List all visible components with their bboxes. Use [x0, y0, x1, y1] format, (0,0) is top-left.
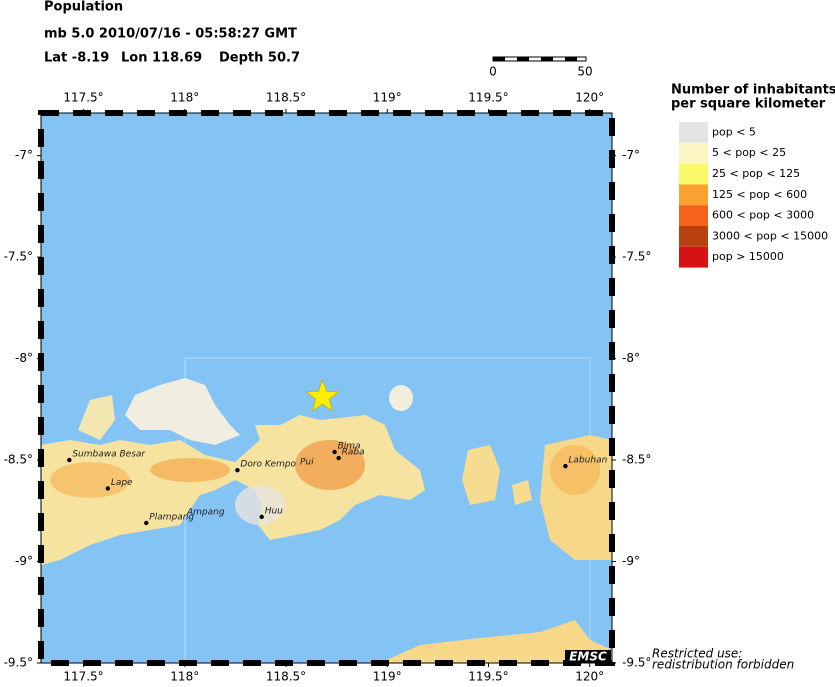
legend-swatch [679, 226, 708, 247]
lon-tick-label: 118.5° [266, 91, 306, 105]
city-label: Doro Kempo [240, 460, 296, 470]
city-dot [259, 514, 264, 520]
scale-bar: 0 50 [489, 56, 593, 79]
city-label: Bima [338, 441, 361, 451]
longitude: Lon 118.69 [121, 51, 202, 66]
city-dot [563, 463, 568, 469]
city-dot [67, 457, 72, 463]
lon-tick-label: 117.5° [63, 670, 103, 684]
lon-tick-label: 119° [373, 670, 402, 684]
legend-label: 5 < pop < 25 [712, 146, 786, 159]
lat-tick-label: -9.5° [622, 656, 651, 670]
city-label: Raba [342, 448, 365, 458]
map-border [40, 112, 613, 664]
epicenter [305, 378, 340, 412]
place-label: Ampang [186, 508, 225, 518]
latitude: Lat -8.19 [44, 51, 109, 66]
lat-tick-label: -8° [15, 351, 33, 365]
lon-tick-label: 120° [575, 91, 604, 105]
sea [41, 113, 612, 663]
lat-tick-label: -7° [622, 148, 640, 162]
lon-tick-label: 118° [170, 670, 199, 684]
event-info: mb 5.0 2010/07/16 - 05:58:27 GMT [44, 27, 297, 42]
city-label: Huu [265, 506, 283, 516]
lat-tick-label: -7° [15, 148, 33, 162]
logo-box [565, 650, 611, 663]
lon-tick-label: 119.5° [468, 670, 508, 684]
scale-label: 50 [577, 65, 592, 79]
lat-tick-label: -7.5° [622, 250, 651, 264]
lon-tick-label: 119° [373, 91, 402, 105]
lon-tick-label: 118° [170, 91, 199, 105]
legend-label: 3000 < pop < 15000 [712, 229, 828, 242]
title: Population [44, 0, 123, 15]
logo: EMSC [569, 650, 607, 664]
legend-swatch [679, 142, 708, 164]
city-dot [144, 520, 149, 526]
legend: pop < 5 5 < pop < 25 25 < pop < 125 125 < p… [679, 122, 828, 268]
place-label: Pui [300, 458, 314, 468]
legend-label: 25 < pop < 125 [712, 167, 800, 180]
city-dot [105, 486, 111, 491]
city-dot [332, 449, 337, 455]
lat-tick-label: -8° [622, 351, 640, 365]
notice: Restricted use: [652, 647, 742, 661]
lon-tick-label: 118.5° [266, 670, 306, 684]
legend-label: 600 < pop < 3000 [712, 209, 814, 222]
city-label: Labuhan [568, 456, 607, 466]
legend-title: Number of inhabitants [671, 83, 835, 98]
legend-swatch [679, 184, 708, 206]
legend-swatch [679, 246, 708, 268]
legend-label: pop < 5 [712, 125, 756, 138]
city-label: Plampang [149, 512, 194, 522]
scale-label: 0 [489, 65, 497, 79]
lat-tick-label: -9° [622, 554, 640, 568]
lon-tick-label: 120° [575, 670, 604, 684]
lat-tick-label: -9.5° [4, 656, 33, 670]
legend-label: pop > 15000 [712, 250, 784, 263]
city-label: Lape [111, 478, 133, 488]
legend-swatch [679, 163, 708, 185]
lat-tick-label: -8.5° [4, 453, 33, 467]
city-label: Sumbawa Besar [72, 450, 146, 460]
lon-tick-label: 117.5° [63, 91, 103, 105]
legend-swatch [679, 122, 708, 143]
lon-tick-label: 119.5° [468, 91, 508, 105]
lat-tick-label: -7.5° [4, 250, 33, 264]
city-dot [235, 467, 240, 473]
legend-label: 125 < pop < 600 [712, 188, 807, 201]
lat-tick-label: -9° [15, 554, 33, 568]
depth: Depth 50.7 [219, 51, 300, 66]
land [41, 378, 612, 663]
notice: redistribution forbidden [652, 658, 794, 672]
legend-swatch [679, 205, 708, 226]
city-dot [336, 455, 341, 461]
lat-tick-label: -8.5° [622, 453, 651, 467]
legend-title: per square kilometer [671, 97, 826, 112]
map: EMSC Sumbawa Besar Lape Plampang Doro Kempo… [37, 109, 616, 667]
